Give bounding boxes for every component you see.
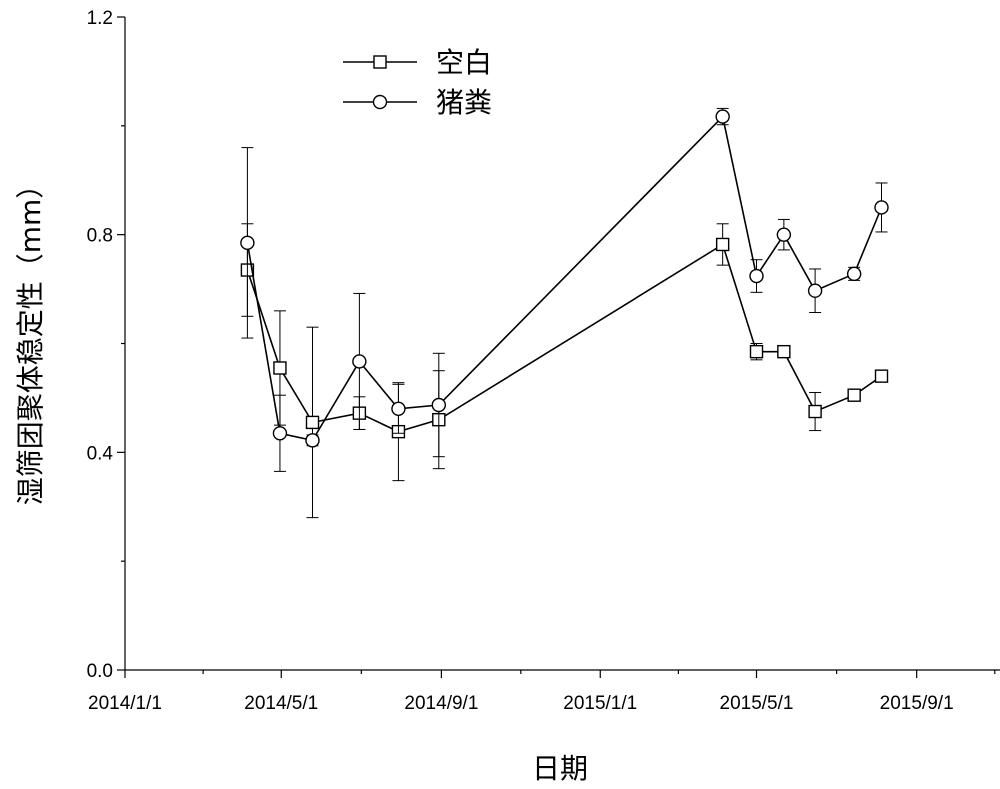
data-point bbox=[273, 427, 286, 440]
legend-item: 空白 bbox=[343, 46, 492, 79]
legend: 空白猪粪 bbox=[343, 46, 492, 119]
data-point bbox=[392, 402, 405, 415]
data-point bbox=[848, 267, 861, 280]
y-tick-label: 0.0 bbox=[87, 661, 113, 682]
data-point bbox=[432, 398, 445, 411]
x-axis-title: 日期 bbox=[532, 752, 588, 784]
data-point bbox=[848, 389, 860, 401]
data-point bbox=[353, 355, 366, 368]
chart: 0.0 0.4 0.8 1.2 2014/1/1 2014/5/1 2014/9/1 2015… bbox=[0, 0, 1000, 784]
x-tick-label: 2014/5/1 bbox=[244, 693, 318, 714]
data-point bbox=[809, 284, 822, 297]
series-1 bbox=[241, 224, 887, 518]
data-point bbox=[777, 228, 790, 241]
axes: 0.0 0.4 0.8 1.2 2014/1/1 2014/5/1 2014/9/1 2015… bbox=[87, 8, 1000, 714]
y-tick-label: 0.8 bbox=[87, 226, 113, 247]
data-point bbox=[274, 362, 286, 374]
x-tick-label: 2015/5/1 bbox=[720, 693, 794, 714]
x-tick-label: 2015/9/1 bbox=[880, 693, 954, 714]
x-tick-label: 2015/1/1 bbox=[563, 693, 637, 714]
data-point bbox=[716, 110, 729, 123]
x-tick-label: 2014/1/1 bbox=[88, 693, 162, 714]
data-point bbox=[306, 434, 319, 447]
chart-svg: 0.0 0.4 0.8 1.2 2014/1/1 2014/5/1 2014/9/1 2015… bbox=[0, 0, 1000, 784]
series-line bbox=[247, 117, 881, 441]
data-point bbox=[778, 346, 790, 358]
y-tick-label: 0.4 bbox=[87, 443, 114, 464]
series-line bbox=[247, 245, 881, 432]
data-point bbox=[875, 201, 888, 214]
legend-marker bbox=[374, 96, 387, 109]
data-point bbox=[307, 416, 319, 428]
legend-label: 猪粪 bbox=[436, 86, 492, 119]
data-point bbox=[750, 270, 763, 283]
series-layer bbox=[241, 108, 888, 517]
legend-item: 猪粪 bbox=[343, 86, 492, 119]
data-point bbox=[876, 370, 888, 382]
y-axis-title: 湿筛团聚体稳定性（mm） bbox=[14, 171, 47, 506]
x-tick-label: 2014/9/1 bbox=[404, 693, 478, 714]
data-point bbox=[717, 238, 729, 250]
data-point bbox=[809, 406, 821, 418]
data-point bbox=[241, 236, 254, 249]
legend-marker bbox=[374, 56, 386, 68]
legend-label: 空白 bbox=[436, 46, 492, 79]
y-tick-label: 1.2 bbox=[87, 8, 113, 29]
data-point bbox=[751, 346, 763, 358]
